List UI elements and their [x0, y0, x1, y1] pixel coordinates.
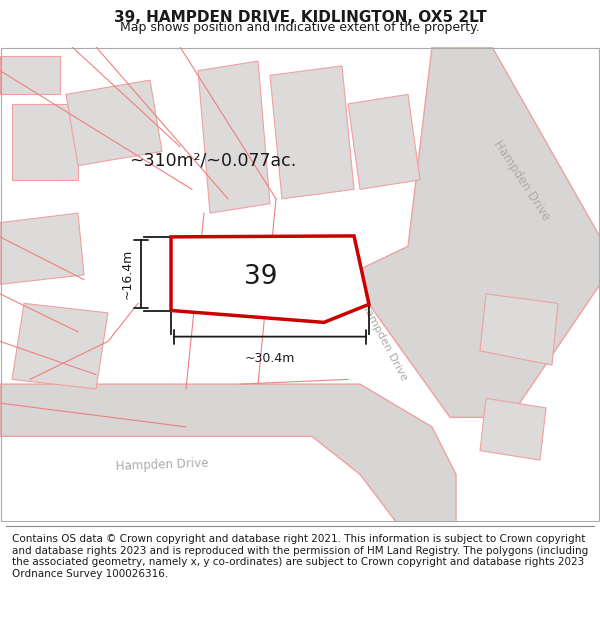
Polygon shape [66, 80, 162, 166]
Polygon shape [270, 66, 354, 199]
Polygon shape [12, 303, 108, 389]
Polygon shape [198, 61, 270, 213]
Text: Contains OS data © Crown copyright and database right 2021. This information is : Contains OS data © Crown copyright and d… [12, 534, 588, 579]
Polygon shape [480, 294, 558, 365]
Text: ~16.4m: ~16.4m [121, 249, 134, 299]
Polygon shape [348, 47, 600, 418]
Text: 39, HAMPDEN DRIVE, KIDLINGTON, OX5 2LT: 39, HAMPDEN DRIVE, KIDLINGTON, OX5 2LT [113, 10, 487, 25]
Polygon shape [0, 384, 456, 522]
Text: Hampden Drive: Hampden Drive [491, 138, 553, 222]
Polygon shape [0, 213, 84, 284]
Polygon shape [171, 236, 369, 322]
Text: ~310m²/~0.077ac.: ~310m²/~0.077ac. [130, 152, 296, 170]
Text: 39: 39 [244, 264, 278, 290]
Text: Hampden Drive: Hampden Drive [115, 457, 209, 473]
Polygon shape [480, 398, 546, 460]
Polygon shape [12, 104, 78, 180]
Text: Map shows position and indicative extent of the property.: Map shows position and indicative extent… [120, 21, 480, 34]
Text: Hampden Drive: Hampden Drive [359, 301, 409, 382]
Polygon shape [0, 56, 60, 94]
Text: ~30.4m: ~30.4m [245, 352, 295, 365]
Polygon shape [348, 94, 420, 189]
